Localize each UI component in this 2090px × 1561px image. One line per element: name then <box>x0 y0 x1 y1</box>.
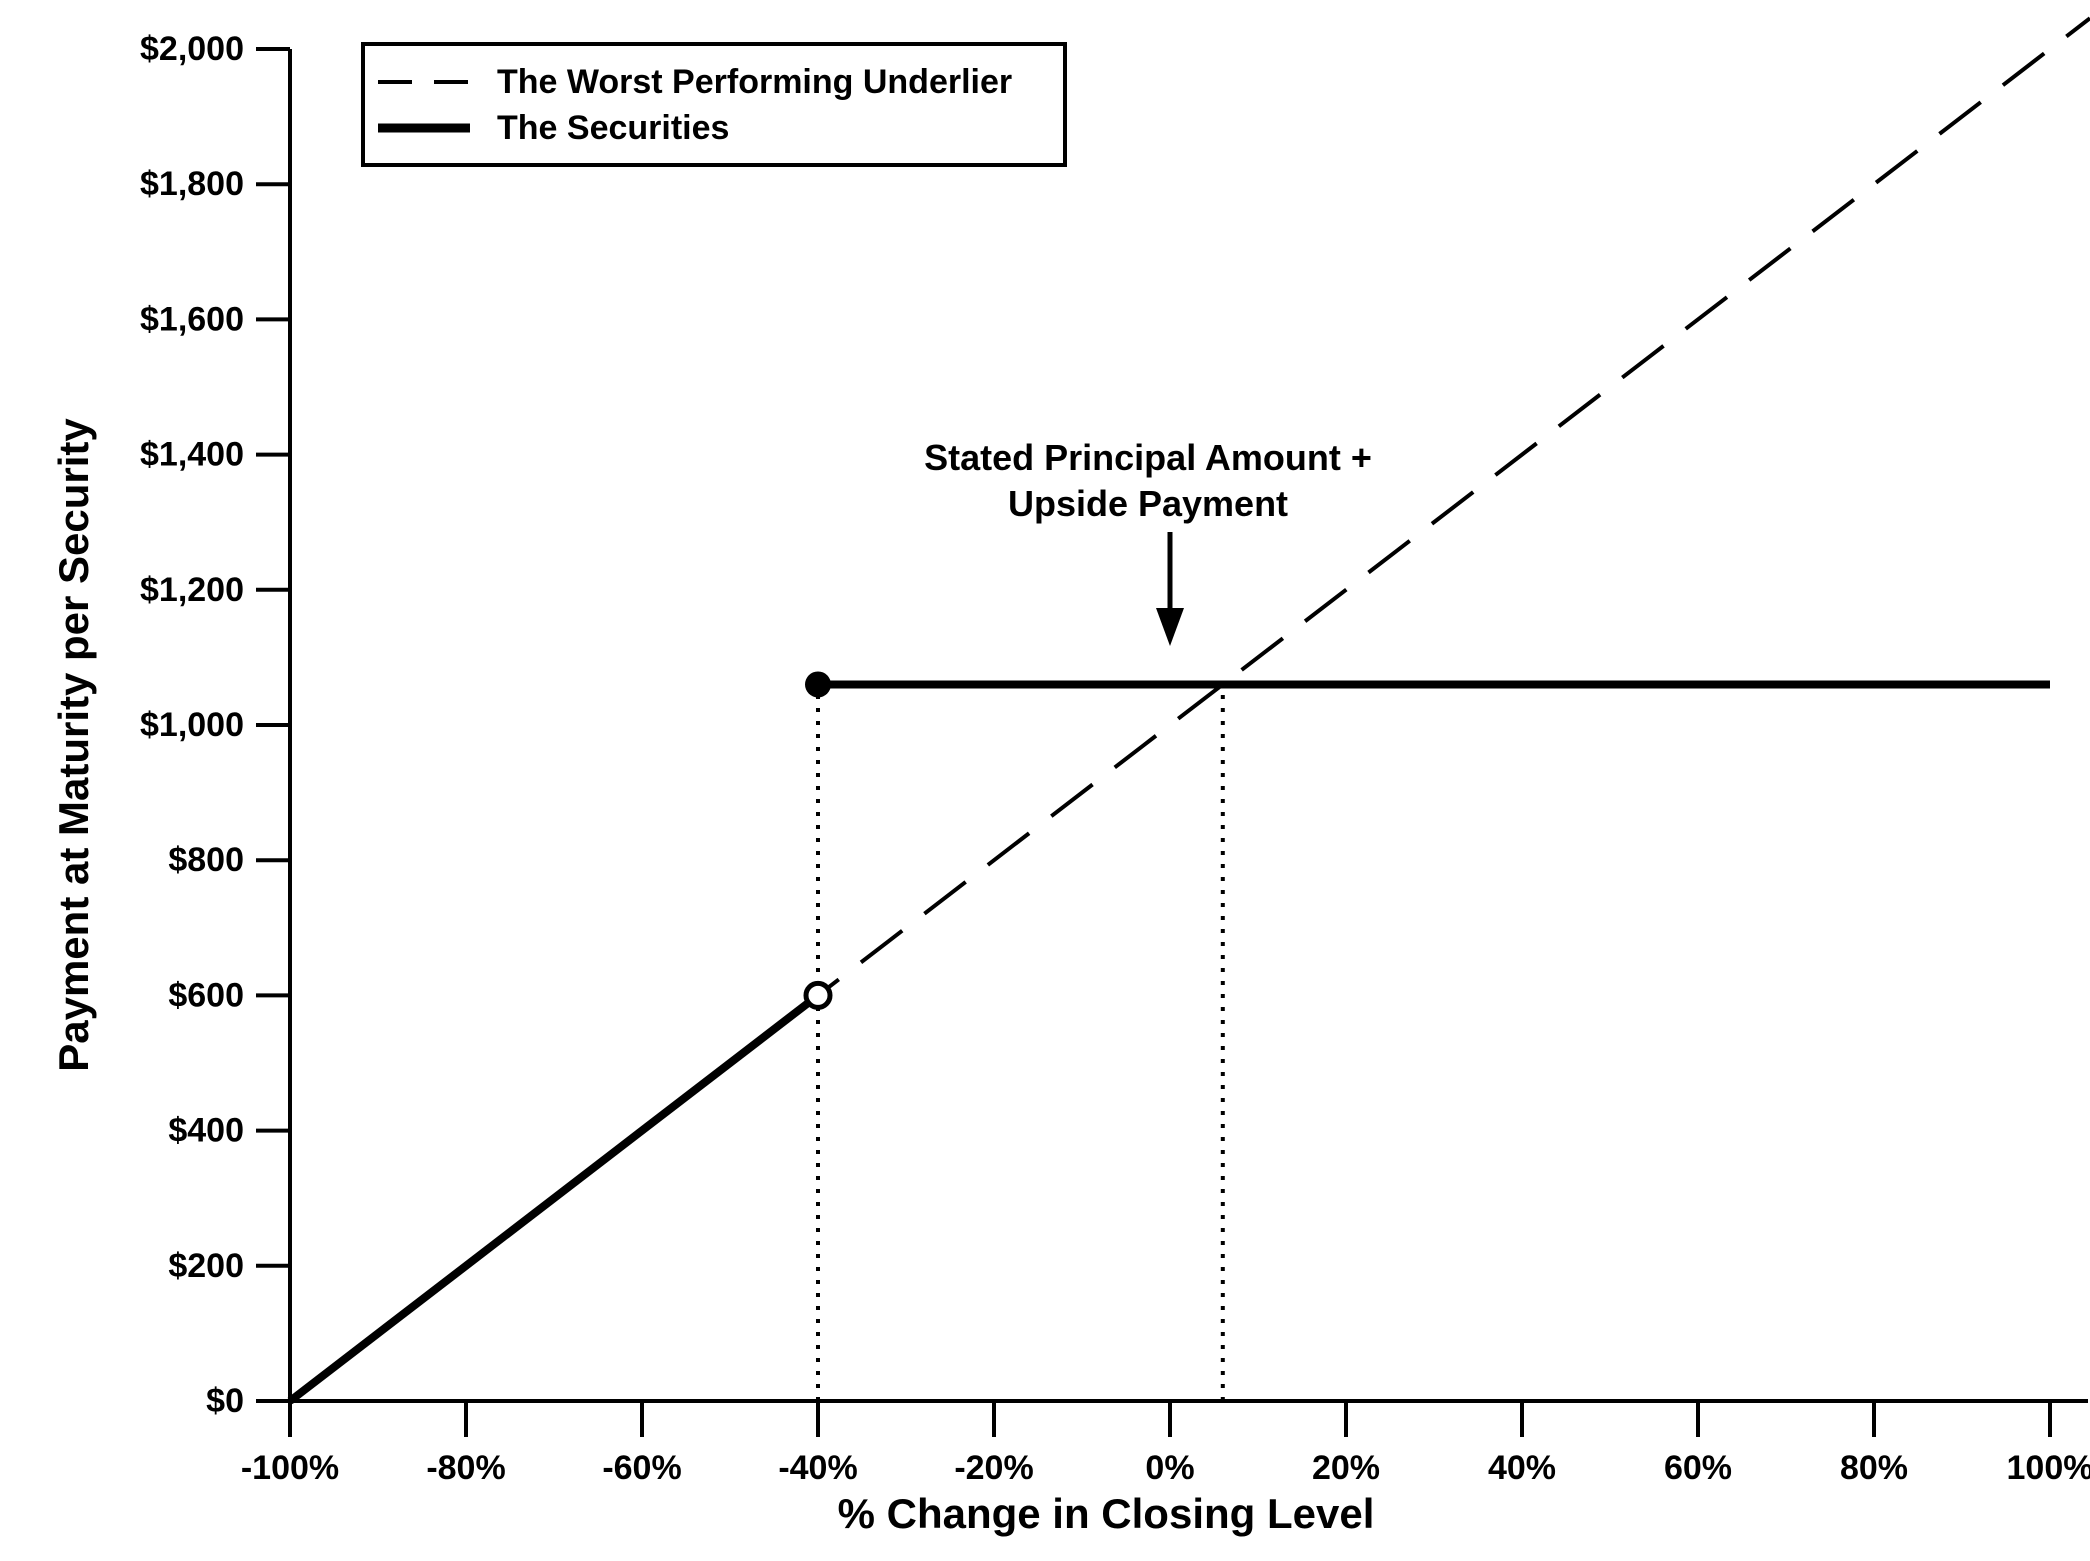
y-axis-title: Payment at Maturity per Security <box>50 418 97 1072</box>
x-tick-label: -100% <box>241 1449 339 1487</box>
annotation-arrow-head-icon <box>1156 608 1184 646</box>
x-tick-label: -80% <box>426 1449 505 1487</box>
x-tick-label: 80% <box>1840 1449 1908 1487</box>
x-tick-label: 60% <box>1664 1449 1732 1487</box>
x-tick-label: 100% <box>2007 1449 2090 1487</box>
open-circle-marker <box>803 980 833 1010</box>
y-tick-label: $1,200 <box>140 571 244 609</box>
y-tick-label: $1,000 <box>140 706 244 744</box>
x-tick-label: -20% <box>954 1449 1033 1487</box>
legend-box <box>361 42 1067 167</box>
x-tick-label: -60% <box>602 1449 681 1487</box>
series-securities-line-segment <box>287 992 821 1405</box>
y-tick-label: $1,800 <box>140 165 244 203</box>
legend-label: The Securities <box>497 109 729 147</box>
x-axis-title: % Change in Closing Level <box>838 1490 1375 1537</box>
y-tick-label: $400 <box>168 1112 244 1150</box>
y-tick-label: $200 <box>168 1247 244 1285</box>
x-tick-label: 0% <box>1145 1449 1194 1487</box>
x-tick-label: -40% <box>778 1449 857 1487</box>
y-tick-label: $1,400 <box>140 436 244 474</box>
y-tick-label: $2,000 <box>140 30 244 68</box>
filled-circle-marker <box>805 671 831 698</box>
x-tick-label: 20% <box>1312 1449 1380 1487</box>
y-tick-label: $1,600 <box>140 300 244 338</box>
x-tick-label: 40% <box>1488 1449 1556 1487</box>
y-tick-label: $0 <box>206 1382 244 1420</box>
y-tick-label: $600 <box>168 976 244 1014</box>
series-worst-performing-underlier-line <box>288 16 2090 1403</box>
legend-label: The Worst Performing Underlier <box>497 63 1012 101</box>
annotation-line-1: Stated Principal Amount + <box>924 437 1372 478</box>
y-tick-label: $800 <box>168 841 244 879</box>
annotation-line-2: Upside Payment <box>1008 483 1288 524</box>
